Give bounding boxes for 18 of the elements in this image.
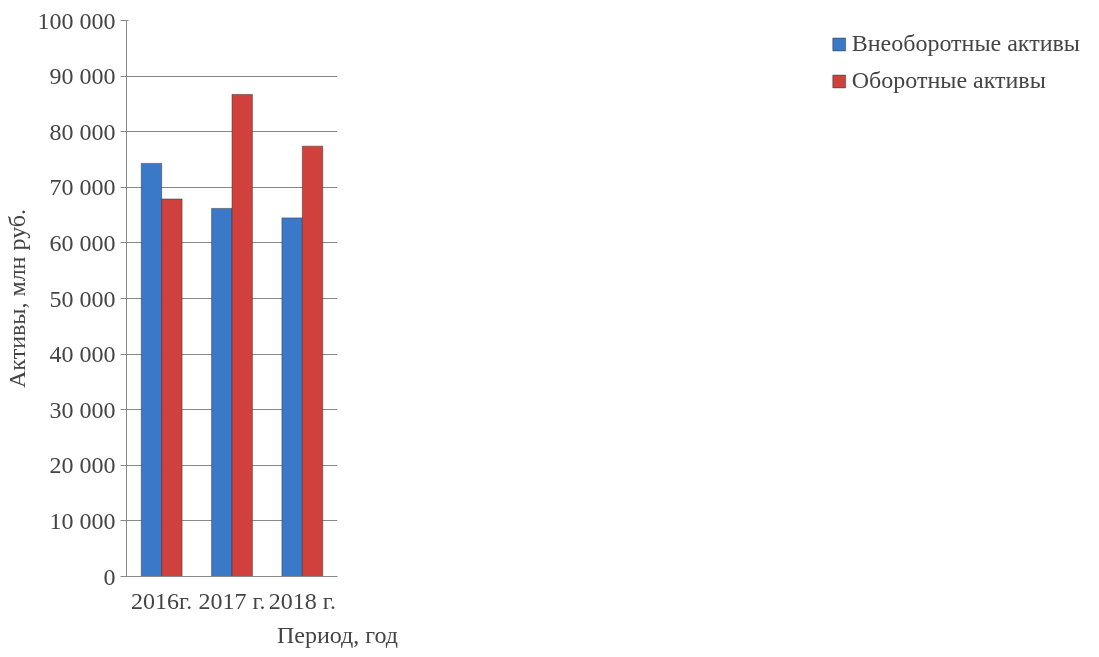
legend-label: Оборотные активы	[851, 67, 1046, 94]
y-tick-label: 40 000	[49, 341, 116, 368]
y-axis-title: Активы, млн руб.	[3, 208, 30, 389]
y-tick-label: 60 000	[49, 229, 116, 256]
y-tick-label: 0	[103, 563, 116, 590]
y-tick-label: 20 000	[49, 452, 116, 479]
y-tick-label: 80 000	[49, 118, 116, 145]
y-tick-label: 70 000	[49, 174, 116, 201]
y-tick-label: 30 000	[49, 396, 116, 423]
legend-label: Внеоборотные активы	[851, 30, 1080, 57]
x-tick-label: 2017 г.	[198, 587, 266, 614]
y-tick-label: 50 000	[49, 285, 116, 312]
x-tick-label: 2018 г.	[268, 587, 336, 614]
y-tick-label: 90 000	[49, 63, 116, 90]
y-tick-label: 100 000	[37, 7, 116, 34]
y-tick-label: 10 000	[49, 507, 116, 534]
x-tick-label: 2016г.	[131, 587, 193, 614]
x-axis-title: Период, год	[276, 621, 399, 648]
